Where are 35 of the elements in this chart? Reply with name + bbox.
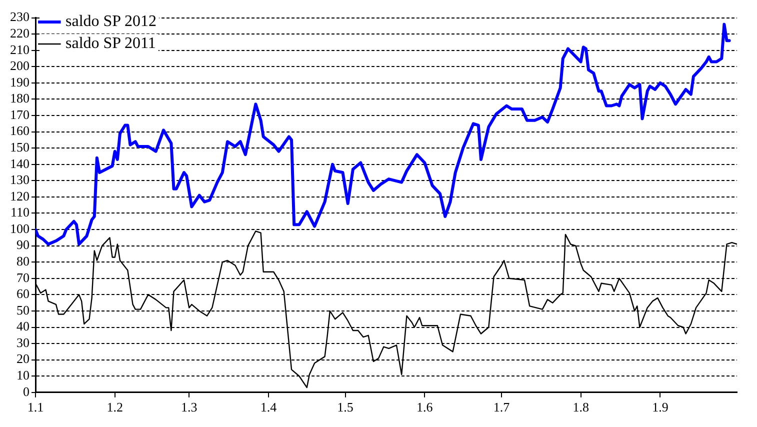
y-tick-label: 50 bbox=[16, 302, 30, 318]
y-tick-label: 20 bbox=[16, 351, 30, 366]
x-tick-label: 1.5 bbox=[337, 400, 354, 415]
y-tick-label: 0 bbox=[23, 384, 30, 399]
y-tick-label: 30 bbox=[16, 334, 30, 350]
y-tick-label: 150 bbox=[10, 140, 30, 155]
y-tick-label: 160 bbox=[10, 123, 30, 138]
y-tick-label: 140 bbox=[10, 156, 30, 171]
x-tick-label: 1.8 bbox=[572, 400, 589, 415]
y-tick-label: 200 bbox=[10, 58, 30, 74]
x-tick-label: 1.9 bbox=[652, 400, 668, 415]
y-tick-label: 180 bbox=[10, 90, 30, 106]
y-tick-label: 230 bbox=[10, 9, 30, 24]
legend-label: saldo SP 2012 bbox=[66, 13, 156, 30]
legend-label: saldo SP 2011 bbox=[66, 35, 156, 52]
x-tick-label: 1.3 bbox=[180, 400, 198, 415]
y-tick-label: 210 bbox=[10, 42, 30, 57]
y-tick-label: 220 bbox=[10, 26, 30, 41]
y-tick-label: 70 bbox=[16, 270, 30, 285]
y-tick-label: 40 bbox=[16, 318, 30, 334]
x-tick-label: 1.4 bbox=[260, 400, 278, 415]
y-tick-label: 120 bbox=[10, 188, 30, 204]
x-tick-label: 1.7 bbox=[493, 400, 510, 415]
x-tick-label: 1.6 bbox=[416, 400, 434, 415]
y-tick-label: 90 bbox=[16, 237, 30, 252]
y-tick-label: 110 bbox=[10, 204, 30, 220]
y-tick-label: 130 bbox=[10, 172, 30, 188]
y-tick-label: 80 bbox=[16, 254, 30, 269]
y-tick-label: 170 bbox=[10, 106, 30, 122]
y-tick-label: 100 bbox=[10, 220, 30, 236]
y-tick-label: 10 bbox=[16, 368, 30, 383]
x-tick-label: 1.1 bbox=[27, 400, 44, 415]
y-tick-label: 190 bbox=[10, 74, 30, 90]
y-tick-label: 60 bbox=[16, 286, 30, 302]
x-tick-label: 1.2 bbox=[106, 400, 123, 415]
